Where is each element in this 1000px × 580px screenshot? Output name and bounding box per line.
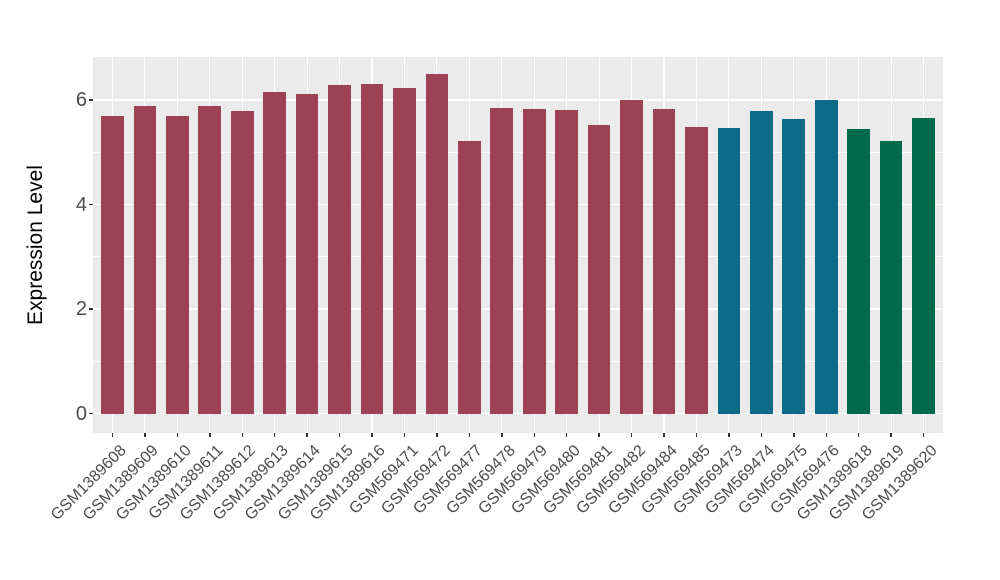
bar [360,83,384,414]
bar [295,93,319,414]
x-tick-mark [695,433,698,437]
x-tick-mark [144,433,146,437]
bar [750,111,773,414]
x-tick-mark [176,433,179,437]
bar [620,100,643,414]
x-tick-mark [793,433,795,437]
x-tick-mark [111,433,114,437]
bar [522,108,546,414]
bar [717,127,741,414]
x-tick-mark [436,433,438,437]
x-tick-mark [922,433,925,437]
y-tick-label: 4 [75,193,87,216]
bar [847,129,870,414]
x-tick-mark [241,433,243,437]
bar [166,116,189,414]
bar [587,124,611,414]
bar [263,91,286,414]
x-tick-mark [857,433,860,437]
bar [814,100,838,414]
x-tick-mark [760,433,763,437]
x-tick-mark [630,433,633,437]
bar [458,141,481,414]
x-tick-mark [338,433,341,437]
bar [685,126,708,414]
bar [101,116,124,414]
gridline-major [93,99,943,101]
bar [490,107,514,414]
y-tick-label: 6 [75,88,87,111]
bar [198,105,222,414]
x-tick-mark [273,433,276,437]
gridline-major [93,413,943,415]
bar [912,118,935,414]
x-tick-mark [468,433,471,437]
x-tick-mark [501,433,503,437]
plot-panel [93,57,943,433]
bar [133,105,157,414]
x-tick-mark [598,433,600,437]
gridline-minor [93,151,943,153]
x-tick-mark [890,433,892,437]
bar [393,88,416,414]
bar [652,108,676,414]
bar [555,109,578,414]
y-tick-mark [89,99,93,101]
bar [879,141,903,414]
gridline-major [93,308,943,310]
x-tick-mark [209,433,211,437]
y-tick-mark [89,412,93,415]
gridline-minor [93,361,943,362]
y-tick-label: 0 [75,402,87,425]
x-tick-mark [565,433,568,437]
y-axis-title: Expression Level [24,165,47,325]
x-tick-mark [533,433,535,437]
x-tick-mark [403,433,406,437]
x-tick-label: GSM1389620 [709,442,941,524]
y-tick-label: 2 [75,298,87,321]
x-tick-mark [663,433,665,437]
x-tick-mark [728,433,730,437]
x-tick-mark [306,433,308,437]
bar [328,84,351,414]
gridline-minor [93,256,943,258]
bar [230,111,254,414]
x-tick-mark [371,433,373,437]
x-tick-mark [825,433,827,437]
y-tick-mark [89,308,93,310]
bar [425,73,449,414]
y-tick-mark [89,203,93,206]
gridline-major [93,203,943,206]
bar [782,119,806,414]
